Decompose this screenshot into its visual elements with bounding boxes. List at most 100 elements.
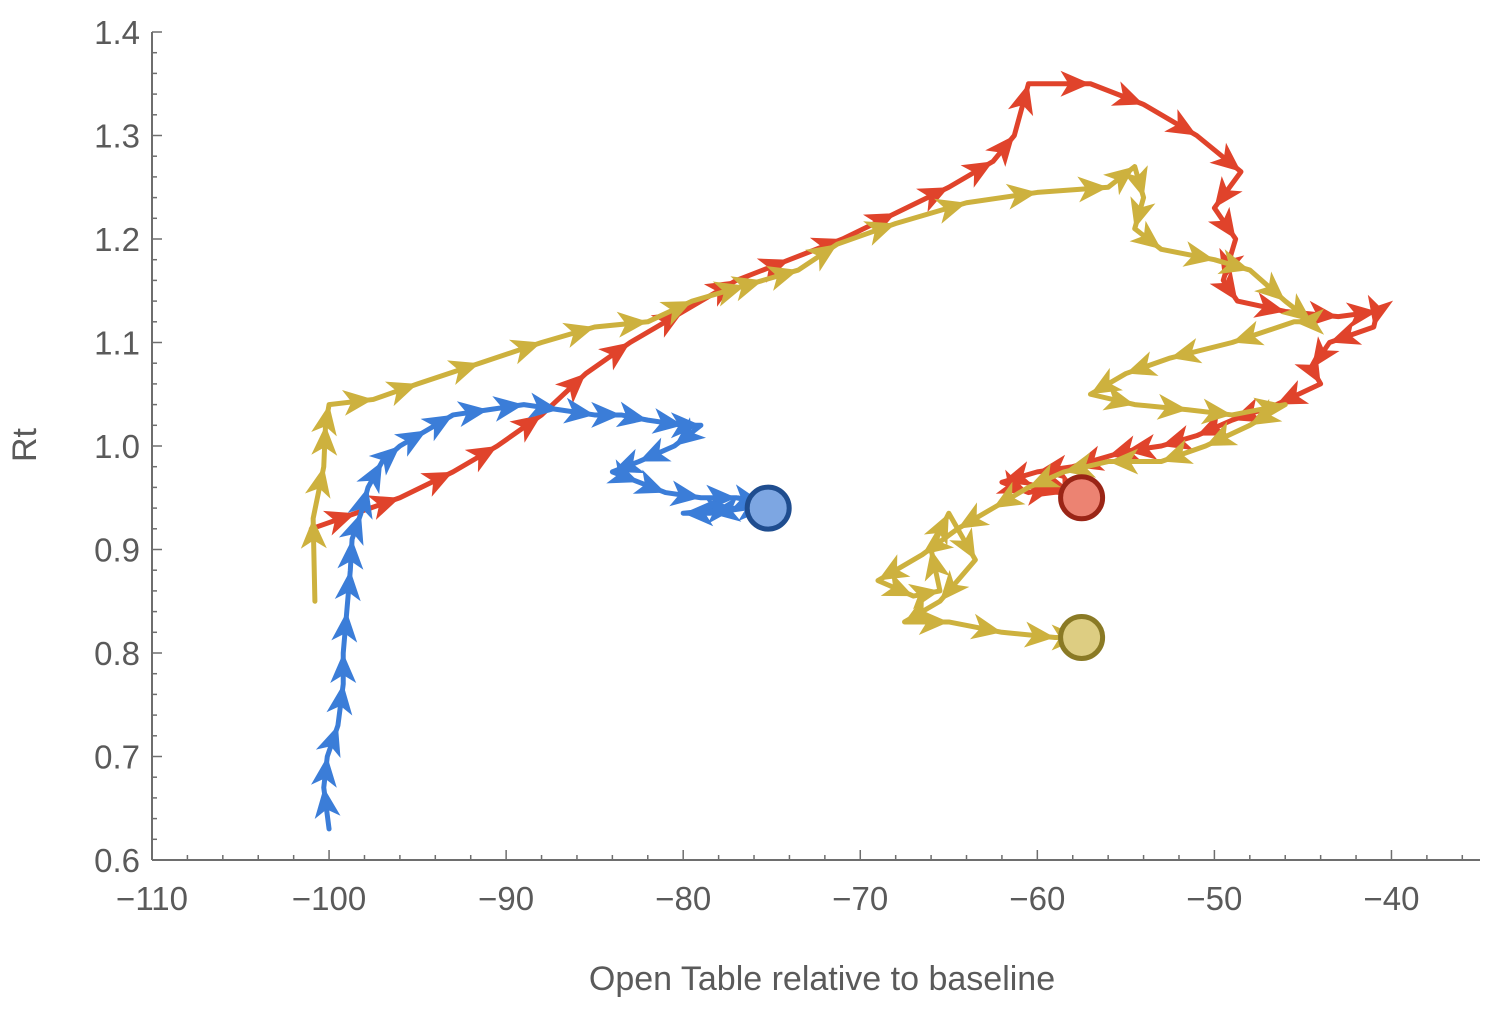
series-point [509,339,542,365]
series-point [1060,70,1091,97]
series-point [347,487,373,520]
series-line [308,81,1380,532]
x-axis-title: Open Table relative to baseline [589,960,1055,998]
series-point [995,469,1029,494]
series-point [1214,176,1243,208]
series-point [1217,249,1250,275]
series-point [338,513,364,546]
series-point [1253,292,1286,318]
series-3-endpoint [744,484,792,532]
series-point [464,446,498,473]
series-point [323,510,356,536]
series-point [420,471,453,497]
series-1-endpoint [1058,474,1106,522]
series-point [993,481,1026,509]
series-point [922,526,955,555]
series-point [509,414,542,443]
series-point [1102,385,1135,411]
series-point [924,549,951,582]
series-2 [300,164,1325,651]
series-point [1063,452,1097,478]
series-point [960,161,994,188]
series-point [356,461,383,495]
series-point [1161,439,1194,464]
series-point [1077,176,1109,203]
y-ticks: 0.6 0.7 0.8 0.9 1.0 1.1 1.2 1.3 1.4 [94,14,162,879]
series-point [674,417,706,446]
y-tick-label: 0.7 [94,739,140,776]
series-point [1090,367,1123,395]
series-point [330,653,357,683]
series-point [1329,320,1363,345]
series-point [1294,351,1321,384]
series-point [342,390,374,416]
series-point [1209,269,1238,302]
y-tick-label: 1.1 [94,325,140,362]
series-point [1008,83,1034,117]
y-tick-label: 0.8 [94,635,140,672]
series-point [985,135,1015,167]
y-tick-label: 1.0 [94,428,140,465]
x-tick-label: −80 [655,880,711,917]
series-point [1345,302,1378,329]
series-point [1209,142,1241,172]
series-point [562,322,595,348]
series-point [311,425,338,456]
x-tick-label: −90 [478,880,534,917]
series-point [616,311,648,338]
series-point [394,430,427,457]
series-point [1023,621,1055,648]
series-point [456,401,489,427]
series-point [705,498,737,524]
series-point [1294,308,1325,335]
series-point [368,446,400,476]
series-point [563,397,595,424]
series-point [939,570,970,602]
series-point [908,583,940,610]
series-point [1196,411,1230,436]
series-point [957,502,991,529]
series-point [805,244,838,272]
y-tick-label: 1.2 [94,221,140,258]
series-point [555,373,586,404]
series-point [305,466,331,499]
series-point [878,554,911,581]
y-axis-title: Rt [6,427,44,462]
series-point [1254,271,1286,302]
series-point [300,518,327,549]
series-point [712,281,746,307]
series-point [638,437,672,462]
x-tick-label: −110 [116,880,188,917]
series-point [1110,81,1144,106]
series-point [1311,336,1340,369]
x-tick-label: −40 [1363,880,1419,917]
series-point [1130,196,1156,229]
series-point [591,401,622,428]
y-tick-label: 0.9 [94,532,140,569]
series-point [527,392,560,419]
series-line [310,164,1315,640]
series-point [1108,448,1139,475]
series-point [447,360,480,385]
series-point [669,480,701,507]
series-point [923,513,949,546]
axes: −110 −100 −90 −80 −70 −60 −50 −40 0.6 0.7 0.8 0.9 1… [94,14,1480,917]
series-point [1367,294,1394,327]
series-point [1028,463,1062,488]
series-point [1161,425,1194,451]
series-3 [311,392,778,832]
series-point [1205,421,1239,446]
series-point [606,459,639,484]
x-tick-label: −60 [1009,880,1065,917]
series-point [1249,398,1283,426]
series-point [1129,220,1162,250]
series-point [934,198,967,224]
series-point [1208,206,1236,239]
series-layer [300,70,1394,832]
series-point [949,527,976,560]
series-point [367,495,400,520]
series-point [385,381,418,407]
series-point [880,572,914,597]
series-point [1182,241,1215,267]
